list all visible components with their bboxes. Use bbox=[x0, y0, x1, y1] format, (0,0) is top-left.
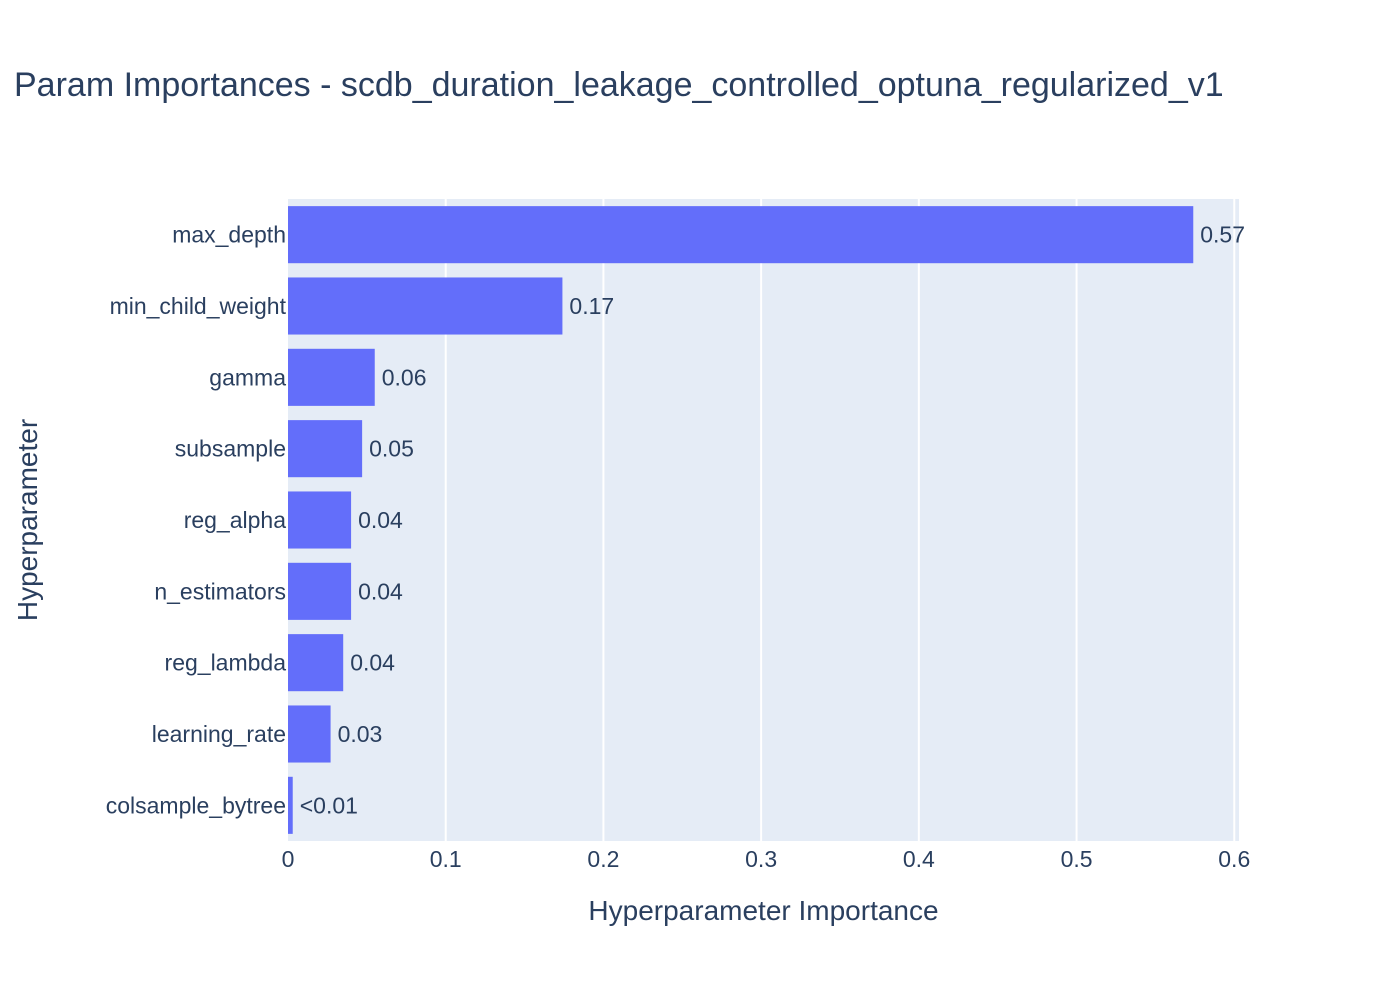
x-tick-label: 0.2 bbox=[587, 846, 619, 872]
chart-title: Param Importances - scdb_duration_leakag… bbox=[14, 66, 1224, 104]
y-tick-label: max_depth bbox=[172, 222, 286, 248]
y-tick-label: gamma bbox=[209, 364, 286, 390]
bar bbox=[288, 348, 375, 406]
y-tick-label: reg_lambda bbox=[165, 650, 287, 676]
bar-value-label: 0.04 bbox=[350, 650, 395, 676]
x-axis-title: Hyperparameter Importance bbox=[588, 895, 938, 926]
bar bbox=[288, 776, 293, 834]
y-tick-label: n_estimators bbox=[154, 578, 286, 604]
bar-value-label: 0.57 bbox=[1200, 222, 1245, 248]
bar-value-label: 0.04 bbox=[358, 578, 403, 604]
x-tick-label: 0.5 bbox=[1061, 846, 1093, 872]
x-tick-label: 0.1 bbox=[430, 846, 462, 872]
bar-value-label: 0.06 bbox=[382, 364, 427, 390]
bar-value-label: 0.04 bbox=[358, 507, 403, 533]
y-axis-title: Hyperparameter bbox=[12, 419, 43, 621]
y-tick-label: learning_rate bbox=[152, 721, 286, 747]
bar bbox=[288, 206, 1194, 264]
y-tick-label: colsample_bytree bbox=[106, 792, 286, 818]
bar bbox=[288, 634, 344, 692]
bar-labels: 0.57 0.17 0.06 0.05 0.04 0.04 0.04 0.03 <0.01 bbox=[300, 222, 1245, 819]
y-tick-label: reg_alpha bbox=[184, 507, 287, 533]
bar-value-label: 0.03 bbox=[338, 721, 383, 747]
bar-value-label: 0.05 bbox=[369, 436, 414, 462]
bar bbox=[288, 562, 352, 620]
bar-value-label: 0.17 bbox=[569, 293, 614, 319]
x-tick-label: 0.6 bbox=[1218, 846, 1250, 872]
y-tick-label: min_child_weight bbox=[110, 293, 287, 319]
x-tick-label: 0 bbox=[282, 846, 295, 872]
bar bbox=[288, 491, 352, 549]
bar bbox=[288, 420, 363, 478]
bar bbox=[288, 277, 563, 335]
bar-value-label: <0.01 bbox=[300, 792, 358, 818]
y-tick-label: subsample bbox=[175, 436, 286, 462]
x-tick-label: 0.3 bbox=[745, 846, 777, 872]
x-tick-label: 0.4 bbox=[903, 846, 935, 872]
bars bbox=[288, 206, 1194, 834]
x-axis-tick-labels: 0 0.1 0.2 0.3 0.4 0.5 0.6 bbox=[282, 846, 1251, 872]
bar bbox=[288, 705, 331, 763]
